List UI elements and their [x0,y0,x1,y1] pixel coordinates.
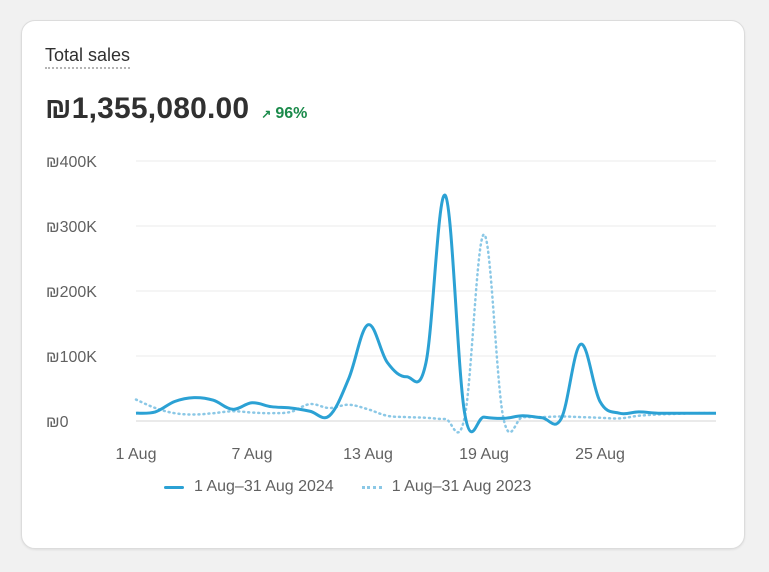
y-tick-label: ₪400K [46,154,97,171]
x-tick-label: 25 Aug [575,446,625,463]
change-percent: 96% [275,105,308,122]
card-title[interactable]: Total sales [45,44,131,69]
y-tick-label: ₪100K [46,349,97,366]
series-line-2024 [135,193,716,434]
x-tick-label: 1 Aug [116,446,157,463]
legend-item-current[interactable]: 1 Aug–31 Aug 2024 [164,478,334,496]
change-badge: ↗ 96% [261,105,307,123]
chart-grid [136,160,716,422]
y-axis-ticks: ₪0 ₪100K ₪200K ₪300K ₪400K [46,154,97,431]
x-axis-ticks: 1 Aug 7 Aug 13 Aug 19 Aug 25 Aug [116,446,625,463]
series-lines [134,193,718,434]
x-tick-label: 19 Aug [459,446,509,463]
y-tick-label: ₪300K [46,219,97,236]
legend-swatch-solid [164,485,184,489]
legend-label-current: 1 Aug–31 Aug 2024 [194,478,334,495]
legend-label-previous: 1 Aug–31 Aug 2023 [391,478,532,495]
x-tick-label: 13 Aug [343,446,393,463]
legend-swatch-dotted [361,485,382,489]
total-sales-card: Total sales ₪1,355,080.00 ↗ 96% [21,20,745,549]
chart-legend: 1 Aug–31 Aug 2024 1 Aug–31 Aug 2023 [164,478,559,496]
x-tick-label: 7 Aug [232,446,273,463]
total-sales-value: ₪1,355,080.00 [45,92,250,125]
metric-row: ₪1,355,080.00 ↗ 96% [45,92,307,126]
y-tick-label: ₪200K [46,284,97,301]
legend-item-previous[interactable]: 1 Aug–31 Aug 2023 [361,478,532,496]
arrow-up-right-icon: ↗ [261,107,272,121]
series-line-2023 [134,233,718,434]
y-tick-label: ₪0 [46,414,69,431]
